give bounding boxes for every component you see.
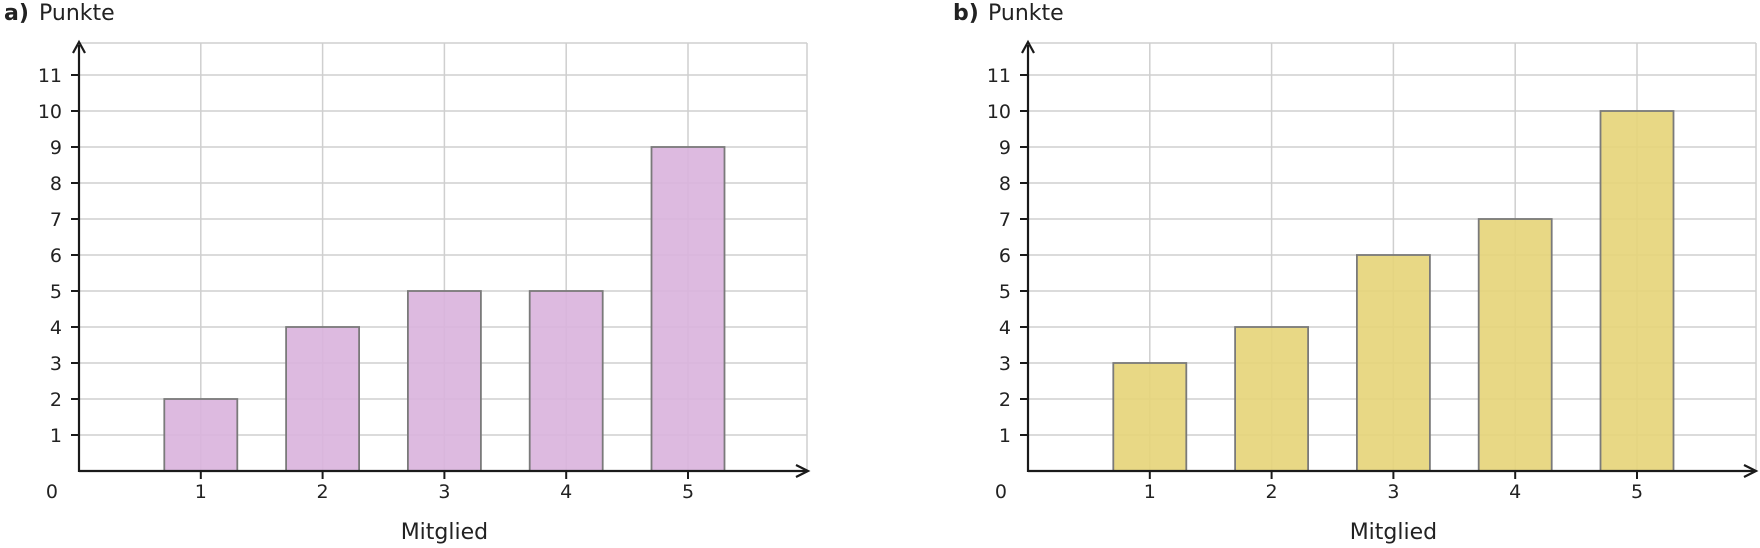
y-tick-label: 6: [999, 245, 1011, 267]
y-tick-label: 5: [999, 281, 1011, 303]
panel-label: b): [953, 1, 979, 26]
y-tick-label: 9: [50, 137, 62, 159]
x-tick-label: 4: [1509, 481, 1521, 503]
y-tick-label: 6: [50, 245, 62, 267]
y-tick-label: 11: [987, 65, 1011, 87]
y-axis-arrow: [72, 39, 86, 54]
x-tick-label: 2: [1266, 481, 1278, 503]
bar-2: [285, 326, 361, 472]
y-tick-label: 0: [995, 481, 1007, 503]
y-tick-label: 5: [50, 281, 62, 303]
y-tick-label: 10: [987, 101, 1011, 123]
x-tick-label: 4: [560, 481, 572, 503]
y-tick-label: 2: [999, 389, 1011, 411]
x-axis-title: Mitglied: [1350, 520, 1437, 545]
x-axis-title: Mitglied: [401, 520, 488, 545]
y-axis-arrow: [1021, 39, 1035, 54]
y-tick-label: 7: [999, 209, 1011, 231]
x-axis-arrow: [1743, 464, 1759, 478]
y-tick-label: 8: [50, 173, 62, 195]
y-tick-label: 4: [999, 317, 1011, 339]
x-tick-label: 5: [1631, 481, 1643, 503]
y-tick-label: 1: [50, 425, 62, 447]
y-tick-label: 3: [50, 353, 62, 375]
y-tick-label: 1: [999, 425, 1011, 447]
y-tick-label: 3: [999, 353, 1011, 375]
bar-5: [650, 146, 726, 472]
y-tick-label: 2: [50, 389, 62, 411]
x-tick-label: 1: [195, 481, 207, 503]
bar-3: [406, 290, 482, 472]
bar-3: [1356, 254, 1431, 472]
bar-4: [1477, 218, 1553, 472]
x-tick-label: 5: [682, 481, 694, 503]
x-tick-label: 3: [1387, 481, 1399, 503]
y-tick-label: 10: [38, 101, 62, 123]
y-axis-title: Punkte: [39, 1, 115, 26]
x-tick-label: 3: [438, 481, 450, 503]
y-tick-label: 7: [50, 209, 62, 231]
x-axis-arrow: [795, 464, 811, 478]
y-axis-title: Punkte: [988, 1, 1064, 26]
y-tick-label: 8: [999, 173, 1011, 195]
bar-5: [1599, 110, 1675, 472]
x-tick-label: 2: [317, 481, 329, 503]
bar-2: [1234, 326, 1309, 472]
y-tick-label: 4: [50, 317, 62, 339]
x-tick-label: 1: [1144, 481, 1156, 503]
y-tick-label: 9: [999, 137, 1011, 159]
bar-1: [1112, 362, 1188, 472]
bar-1: [163, 398, 239, 472]
bar-4: [528, 290, 604, 472]
y-tick-label: 0: [46, 481, 58, 503]
panel-label: a): [4, 1, 29, 26]
y-tick-label: 11: [38, 65, 62, 87]
